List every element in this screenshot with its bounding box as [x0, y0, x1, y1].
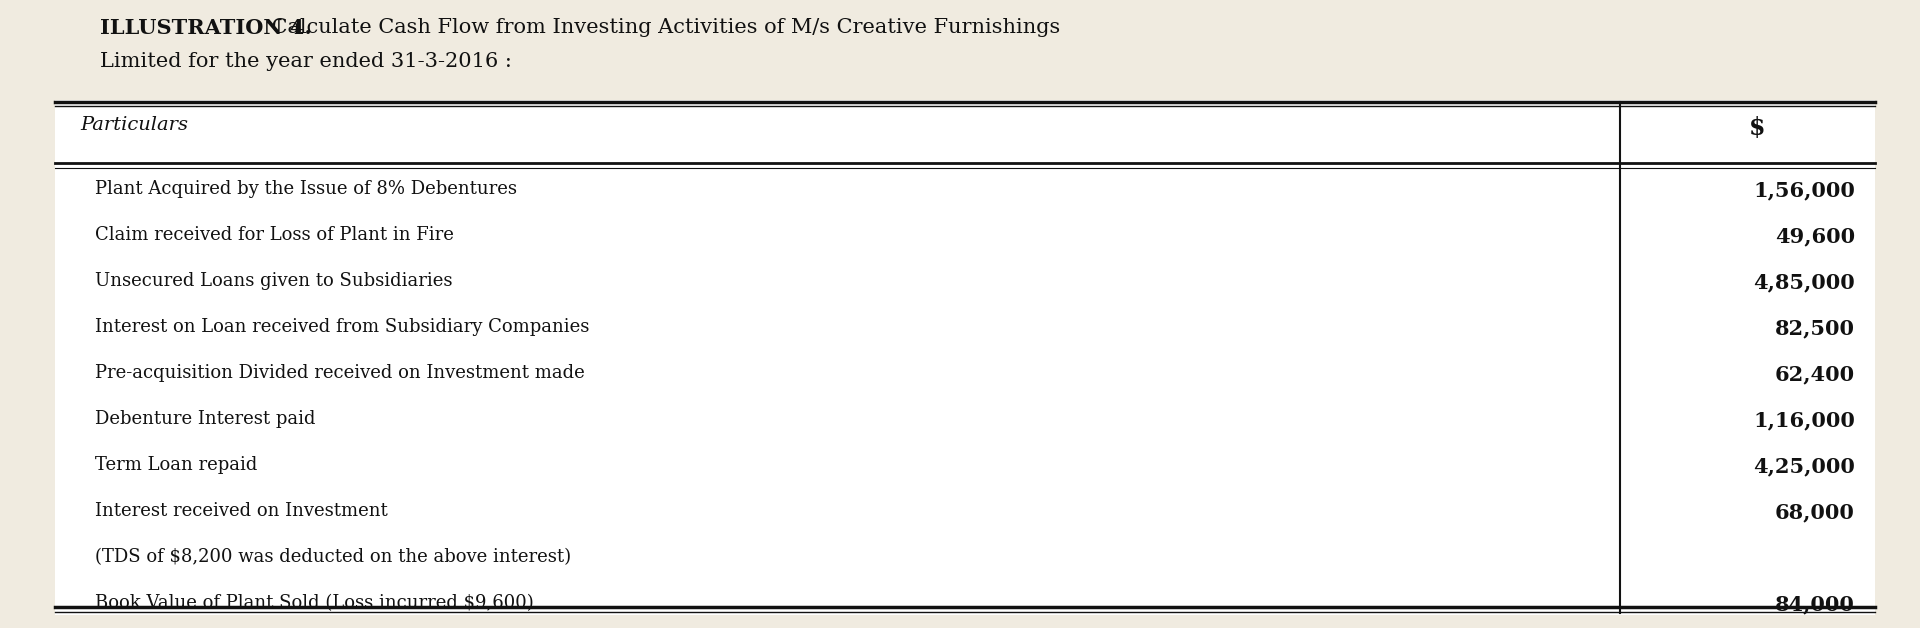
Text: Calculate Cash Flow from Investing Activities of M/s Creative Furnishings: Calculate Cash Flow from Investing Activ…	[265, 18, 1060, 37]
Text: Limited for the year ended 31-3-2016 :: Limited for the year ended 31-3-2016 :	[100, 52, 513, 71]
Text: 84,000: 84,000	[1776, 594, 1855, 614]
Text: $: $	[1749, 116, 1766, 140]
Text: 1,16,000: 1,16,000	[1753, 410, 1855, 430]
Text: Pre-acquisition Divided received on Investment made: Pre-acquisition Divided received on Inve…	[94, 364, 586, 382]
Text: Term Loan repaid: Term Loan repaid	[94, 456, 257, 474]
Text: ILLUSTRATION 4.: ILLUSTRATION 4.	[100, 18, 311, 38]
Text: 68,000: 68,000	[1776, 502, 1855, 522]
Text: 62,400: 62,400	[1774, 364, 1855, 384]
Text: Book Value of Plant Sold (Loss incurred $9,600): Book Value of Plant Sold (Loss incurred …	[94, 594, 534, 612]
Text: 4,25,000: 4,25,000	[1753, 456, 1855, 476]
Text: 49,600: 49,600	[1774, 226, 1855, 246]
Text: 1,56,000: 1,56,000	[1753, 180, 1855, 200]
Text: 82,500: 82,500	[1774, 318, 1855, 338]
Text: 4,85,000: 4,85,000	[1753, 272, 1855, 292]
Text: Unsecured Loans given to Subsidiaries: Unsecured Loans given to Subsidiaries	[94, 272, 453, 290]
Text: (TDS of $8,200 was deducted on the above interest): (TDS of $8,200 was deducted on the above…	[94, 548, 570, 566]
Text: Plant Acquired by the Issue of 8% Debentures: Plant Acquired by the Issue of 8% Debent…	[94, 180, 516, 198]
Text: Particulars: Particulars	[81, 116, 188, 134]
Text: Claim received for Loss of Plant in Fire: Claim received for Loss of Plant in Fire	[94, 226, 453, 244]
Text: Interest received on Investment: Interest received on Investment	[94, 502, 388, 520]
Text: Debenture Interest paid: Debenture Interest paid	[94, 410, 315, 428]
Bar	[56, 100, 1876, 615]
Text: Interest on Loan received from Subsidiary Companies: Interest on Loan received from Subsidiar…	[94, 318, 589, 336]
